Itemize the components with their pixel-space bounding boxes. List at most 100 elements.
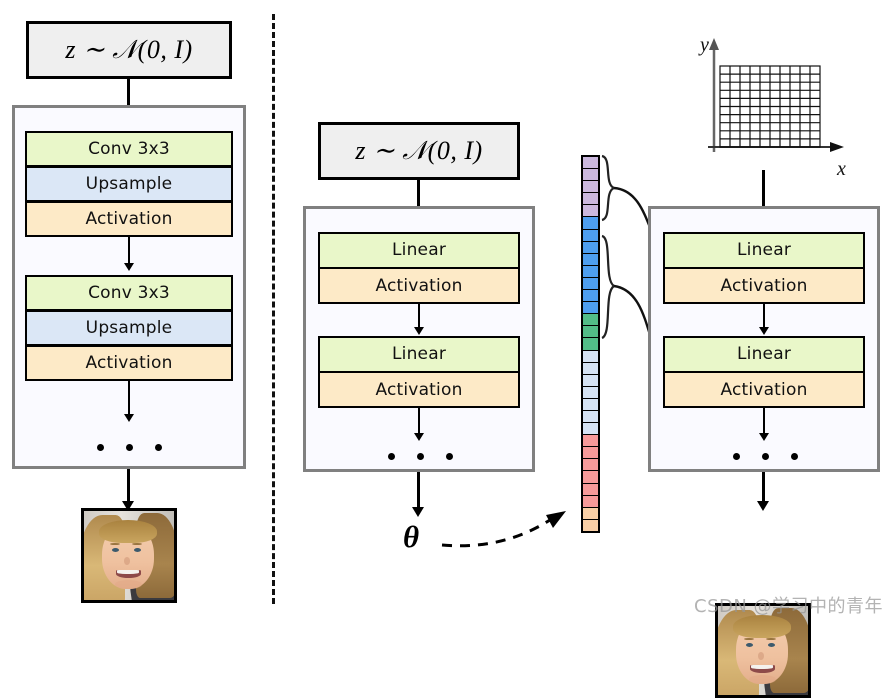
middle-output-arrow-line bbox=[417, 472, 420, 510]
middle-block-2-linear-label: Linear bbox=[391, 344, 447, 365]
parameter-cell-20 bbox=[583, 386, 598, 399]
middle-ellipsis-dot-2 bbox=[416, 452, 424, 460]
left-ellipsis-dot-1 bbox=[96, 443, 104, 451]
parameter-cell-3 bbox=[583, 181, 598, 194]
middle-ellipsis-dot-1 bbox=[387, 452, 395, 460]
right-ellipsis bbox=[730, 450, 800, 462]
middle-arrow-1-line bbox=[418, 304, 420, 330]
middle-block-1-row-activation: Activation bbox=[320, 269, 518, 302]
brace-2 bbox=[601, 234, 617, 340]
right-block-1-row-linear: Linear bbox=[665, 234, 863, 267]
watermark-label: CSDN @学习中的青年 bbox=[694, 596, 884, 617]
left-arrow-2-head bbox=[124, 414, 134, 422]
y-axis-label-text: y bbox=[700, 34, 709, 56]
left-face-mouth bbox=[115, 569, 141, 578]
right-output-arrow-line bbox=[762, 472, 765, 504]
parameter-cell-9 bbox=[583, 253, 598, 266]
right-face-nose bbox=[757, 652, 764, 661]
middle-block-2-row-linear: Linear bbox=[320, 338, 518, 371]
parameter-cell-11 bbox=[583, 277, 598, 291]
parameter-cell-23 bbox=[583, 423, 598, 436]
middle-block-2-row-activation: Activation bbox=[320, 373, 518, 406]
grid-cells bbox=[719, 65, 821, 148]
left-block-2-upsample-label: Upsample bbox=[85, 317, 173, 338]
middle-ellipsis bbox=[385, 450, 455, 462]
left-block-2-row-activation: Activation bbox=[27, 346, 231, 379]
parameter-cell-6 bbox=[583, 217, 598, 230]
middle-output-arrow-head bbox=[412, 507, 424, 517]
right-block-1-linear-label: Linear bbox=[736, 240, 792, 261]
right-arrow-2-head bbox=[759, 433, 769, 441]
left-block-1: Conv 3x3 Upsample Activation bbox=[25, 131, 233, 237]
left-latent-arrow-line bbox=[127, 79, 130, 119]
parameter-cell-13 bbox=[583, 302, 598, 315]
left-arrow-1-head bbox=[124, 263, 134, 271]
right-arrow-2-line bbox=[763, 408, 765, 436]
left-latent-box: z ∼ 𝒩(0, I) bbox=[26, 21, 232, 79]
right-block-1: Linear Activation bbox=[663, 232, 865, 304]
parameter-cell-28 bbox=[583, 483, 598, 496]
parameter-cell-30 bbox=[583, 507, 598, 520]
right-block-1-activation-label: Activation bbox=[720, 275, 808, 296]
left-ellipsis-dot-2 bbox=[125, 443, 133, 451]
left-block-2-conv-label: Conv 3x3 bbox=[88, 283, 170, 304]
x-axis-label: x bbox=[837, 158, 846, 181]
parameter-cell-29 bbox=[583, 495, 598, 508]
parameter-cell-16 bbox=[583, 338, 598, 351]
left-block-1-row-activation: Activation bbox=[27, 202, 231, 235]
right-ellipsis-dot-3 bbox=[790, 452, 798, 460]
left-face-fringe bbox=[99, 519, 157, 544]
middle-block-1-row-linear: Linear bbox=[320, 234, 518, 267]
right-block-2: Linear Activation bbox=[663, 336, 865, 408]
right-face-teeth bbox=[751, 665, 774, 670]
middle-block-1-activation-label: Activation bbox=[375, 275, 463, 296]
middle-block-2-activation-label: Activation bbox=[375, 379, 463, 400]
parameter-cell-1 bbox=[583, 157, 598, 170]
middle-arrow-2-head bbox=[414, 433, 424, 441]
panel-divider bbox=[272, 14, 275, 604]
parameter-cell-19 bbox=[583, 374, 598, 387]
right-block-2-linear-label: Linear bbox=[736, 344, 792, 365]
left-block-1-conv-label: Conv 3x3 bbox=[88, 139, 170, 160]
left-output-face-image bbox=[81, 508, 177, 603]
y-axis-arrowhead bbox=[709, 38, 719, 50]
parameter-cell-4 bbox=[583, 193, 598, 206]
left-output-arrow-line bbox=[127, 469, 130, 504]
left-face-eye-right bbox=[133, 548, 141, 553]
left-face-teeth bbox=[117, 570, 140, 575]
left-block-1-row-conv: Conv 3x3 bbox=[27, 133, 231, 166]
parameter-cell-18 bbox=[583, 362, 598, 375]
right-block-2-activation-label: Activation bbox=[720, 379, 808, 400]
left-block-2-row-conv: Conv 3x3 bbox=[27, 277, 231, 310]
parameter-cell-10 bbox=[583, 265, 598, 278]
brace-1 bbox=[601, 154, 617, 222]
coordinate-grid-plot bbox=[708, 38, 844, 152]
parameter-cell-27 bbox=[583, 471, 598, 484]
parameter-cell-5 bbox=[583, 205, 598, 218]
parameter-cell-22 bbox=[583, 410, 598, 424]
watermark-text: CSDN @学习中的青年 bbox=[694, 592, 883, 618]
left-face-chin bbox=[114, 580, 142, 590]
parameter-cell-12 bbox=[583, 290, 598, 303]
middle-latent-arrow-line bbox=[417, 180, 420, 220]
theta-arrow-path bbox=[441, 518, 551, 548]
theta-to-vector-arrow bbox=[441, 511, 566, 548]
parameter-cell-17 bbox=[583, 350, 598, 363]
y-axis-label: y bbox=[700, 34, 709, 57]
right-arrow-1-line bbox=[763, 304, 765, 330]
right-face-mouth bbox=[749, 664, 775, 673]
right-input-arrow-line bbox=[762, 170, 765, 220]
left-arrow-1-line bbox=[128, 237, 130, 266]
theta-arrow-head bbox=[546, 511, 566, 528]
left-block-1-upsample-label: Upsample bbox=[85, 173, 173, 194]
left-output-arrow-head bbox=[122, 501, 134, 511]
left-block-2-row-upsample: Upsample bbox=[27, 311, 231, 345]
left-ellipsis bbox=[94, 441, 164, 453]
left-block-2: Conv 3x3 Upsample Activation bbox=[25, 275, 233, 381]
parameter-cell-21 bbox=[583, 398, 598, 411]
middle-latent-box: z ∼ 𝒩(0, I) bbox=[318, 122, 520, 180]
parameter-cell-8 bbox=[583, 241, 598, 254]
middle-arrow-2-line bbox=[418, 408, 420, 436]
left-face-nose bbox=[123, 557, 130, 566]
parameter-cell-26 bbox=[583, 459, 598, 472]
